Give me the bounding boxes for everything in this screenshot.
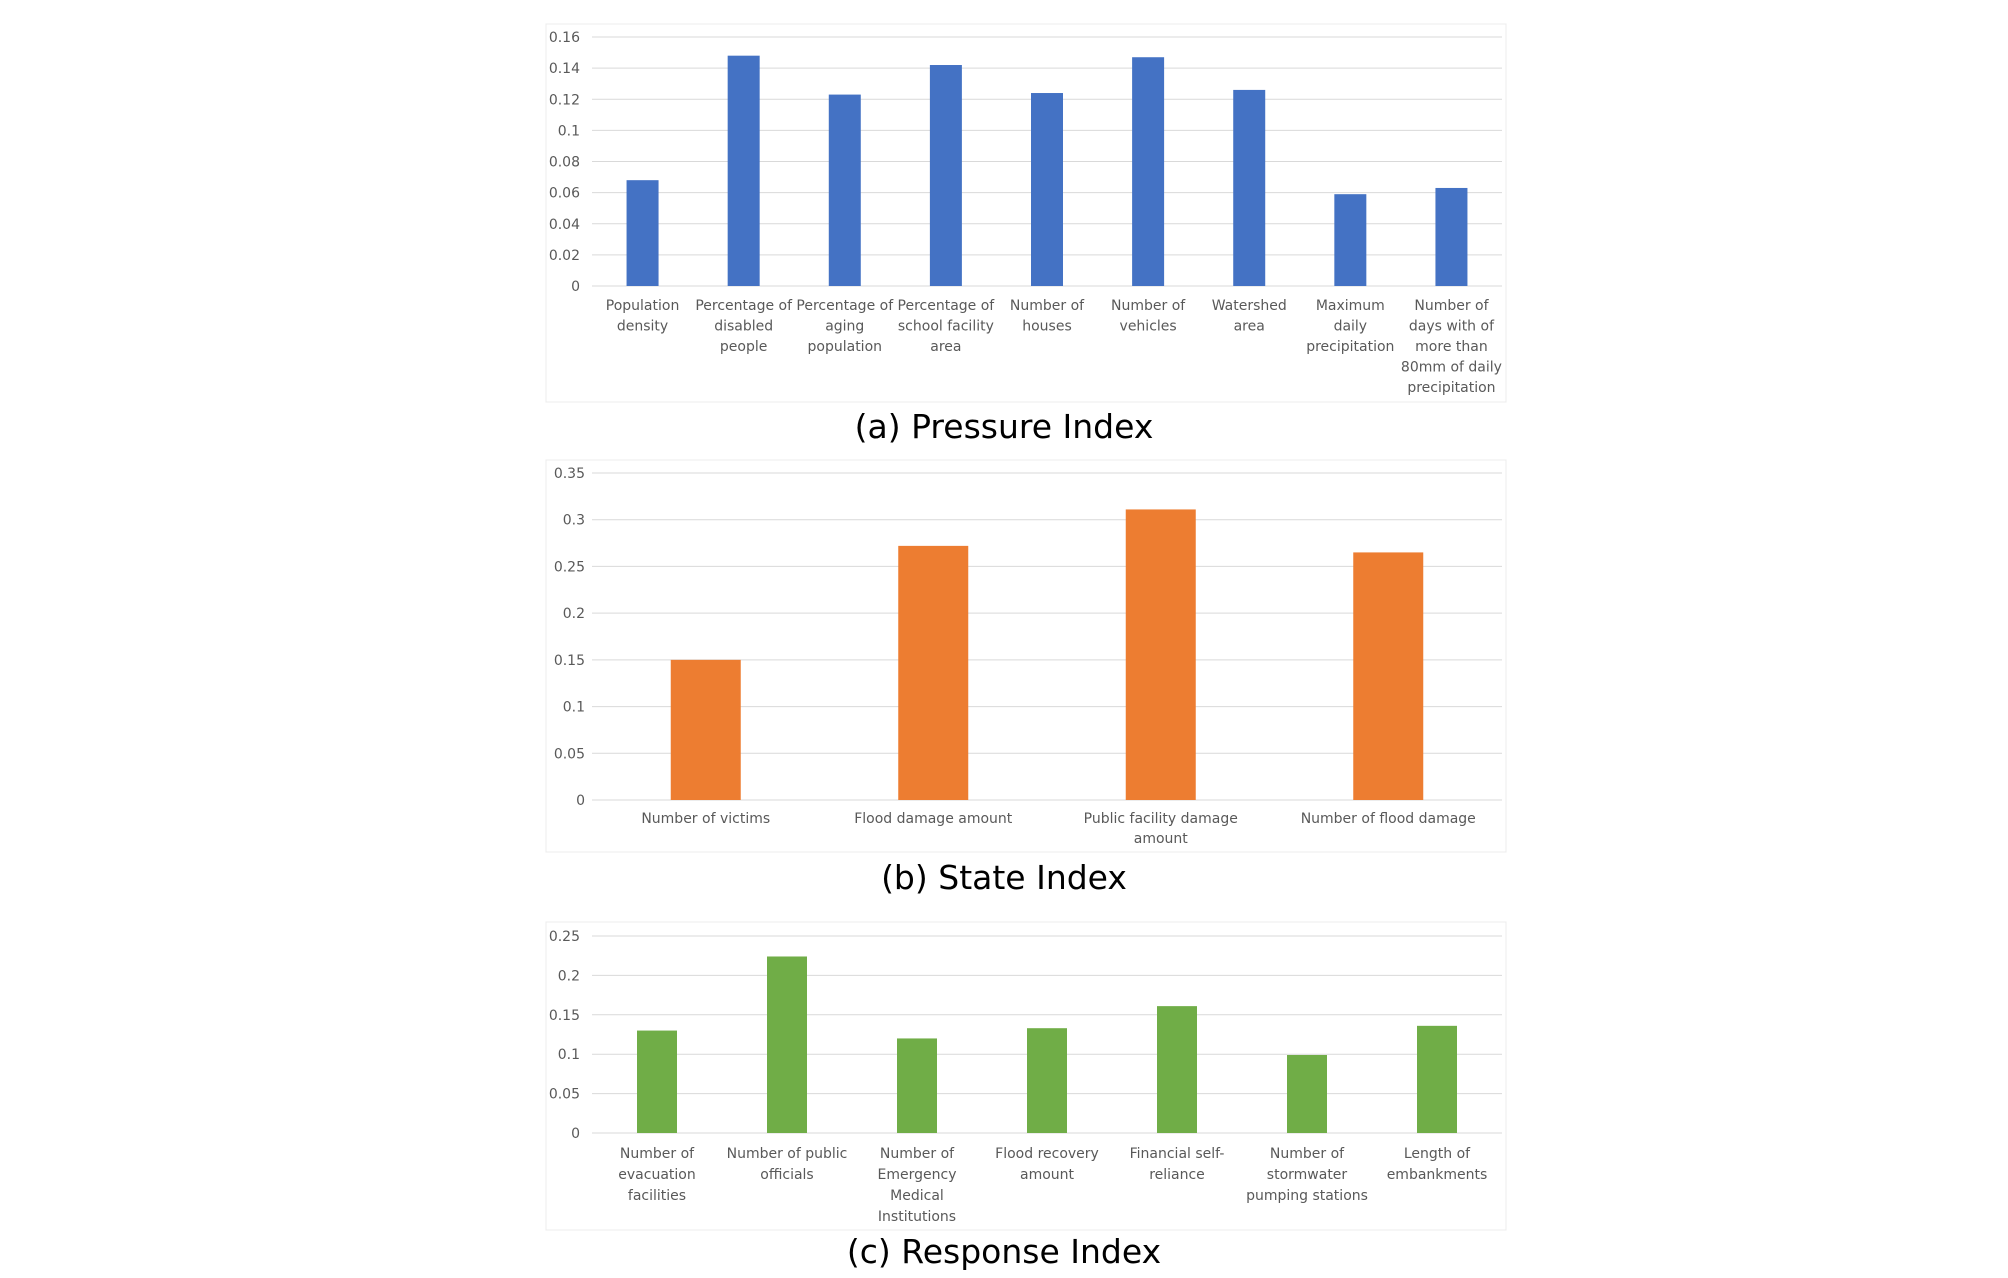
chart-state-ytick-label: 0.25 [554, 559, 585, 575]
caption-state-index: (b) State Index [881, 858, 1127, 897]
chart-pressure-ytick-label: 0.04 [549, 217, 580, 233]
chart-pressure-category-label: density [617, 319, 668, 335]
chart-pressure-ytick-label: 0 [571, 279, 580, 295]
chart-pressure-category-label: more than [1415, 339, 1488, 355]
chart-response-category-label: Number of [620, 1146, 695, 1162]
chart-pressure-bar [1132, 57, 1165, 287]
chart-state-ytick-label: 0.1 [563, 700, 585, 716]
chart-response-category-label: facilities [628, 1188, 686, 1204]
chart-pressure-category-label: Percentage of [898, 298, 996, 314]
chart-response-bar [1027, 1028, 1067, 1133]
chart-pressure-bar [1334, 194, 1367, 286]
chart-pressure-ytick-label: 0.12 [549, 92, 580, 108]
chart-state-bar [1125, 509, 1196, 800]
chart-pressure-ytick-label: 0.06 [549, 186, 580, 202]
chart-state-category-label: Flood damage amount [854, 811, 1013, 827]
chart-state-ytick-label: 0.3 [563, 513, 585, 529]
chart-state-frame [545, 459, 1507, 853]
chart-response-category-label: Length of [1404, 1146, 1471, 1162]
chart-pressure-category-label: days with of [1409, 319, 1495, 335]
chart-pressure-ytick-label: 0.16 [549, 30, 580, 46]
chart-response-category-label: Number of public [727, 1146, 848, 1162]
chart-response-category-label: evacuation [618, 1167, 695, 1183]
chart-response-category-label: Number of [1270, 1146, 1345, 1162]
caption-pressure-index: (a) Pressure Index [854, 407, 1154, 446]
chart-pressure-category-label: people [720, 339, 767, 355]
chart-state-ytick-label: 0.2 [563, 606, 585, 622]
chart-response-category-label: Financial self- [1130, 1146, 1225, 1162]
chart-response-category-label: Emergency [878, 1167, 957, 1183]
chart-response-ytick-label: 0.25 [549, 929, 580, 945]
chart-response-frame [545, 921, 1507, 1231]
chart-pressure-category-label: Percentage of [796, 298, 894, 314]
chart-response-category-label: reliance [1149, 1167, 1205, 1183]
chart-pressure-bar [626, 180, 659, 286]
chart-state-category-label: Number of flood damage [1301, 811, 1476, 827]
chart-pressure-category-label: Number of [1010, 298, 1085, 314]
chart-state-category-label: Public facility damage [1084, 811, 1238, 827]
chart-response-category-label: Number of [880, 1146, 955, 1162]
chart-pressure-category-label: precipitation [1407, 380, 1495, 396]
chart-state-category-label: amount [1134, 831, 1189, 847]
chart-response-bar [637, 1030, 677, 1133]
chart-response-category-label: Medical [890, 1188, 944, 1204]
chart-pressure-bar [1031, 93, 1063, 287]
chart-response-category-label: amount [1020, 1167, 1075, 1183]
chart-response-bar [1157, 1006, 1197, 1133]
chart-state-bar [1353, 552, 1424, 800]
chart-pressure-ytick-label: 0.1 [558, 123, 580, 139]
chart-pressure-bar [1233, 89, 1266, 286]
chart-pressure-ytick-label: 0.14 [549, 61, 580, 77]
chart-pressure-category-label: Number of [1414, 298, 1489, 314]
chart-response-ytick-label: 0.05 [549, 1087, 580, 1103]
chart-pressure-category-label: aging [825, 319, 864, 335]
chart-response-bar [1417, 1025, 1457, 1133]
chart-pressure-category-label: area [1234, 319, 1265, 335]
chart-state-ytick-label: 0.15 [554, 653, 585, 669]
chart-response-bar [1287, 1054, 1327, 1133]
chart-pressure-category-label: Maximum [1316, 298, 1385, 314]
chart-state-bar [670, 659, 741, 800]
chart-pressure-category-label: population [808, 339, 883, 355]
chart-pressure-category-label: houses [1022, 319, 1072, 335]
chart-state-category-label: Number of victims [641, 811, 770, 827]
chart-pressure-category-label: Watershed [1212, 298, 1287, 314]
chart-response-ytick-label: 0.15 [549, 1008, 580, 1024]
chart-pressure-category-label: Number of [1111, 298, 1186, 314]
chart-pressure-category-label: school facility [898, 319, 994, 335]
chart-pressure-ytick-label: 0.08 [549, 155, 580, 171]
chart-response-ytick-label: 0.2 [558, 968, 580, 984]
chart-response-category-label: stormwater [1267, 1167, 1348, 1183]
chart-state-ytick-label: 0.35 [554, 466, 585, 482]
chart-pressure-category-label: Percentage of [695, 298, 793, 314]
chart-response-category-label: officials [760, 1167, 813, 1183]
chart-response-category-label: pumping stations [1246, 1188, 1368, 1204]
chart-response-category-label: embankments [1387, 1167, 1488, 1183]
chart-response-bar [897, 1038, 937, 1133]
chart-response-ytick-label: 0 [571, 1126, 580, 1142]
chart-response-category-label: Institutions [878, 1209, 956, 1225]
chart-pressure-category-label: disabled [714, 319, 773, 335]
chart-response-category-label: Flood recovery [995, 1146, 1099, 1162]
chart-pressure-ytick-label: 0.02 [549, 248, 580, 264]
chart-pressure-bar [828, 94, 861, 286]
chart-pressure-category-label: vehicles [1120, 319, 1177, 335]
chart-pressure-bar [1435, 187, 1468, 286]
chart-pressure-category-label: precipitation [1306, 339, 1394, 355]
chart-response-bar [767, 956, 807, 1133]
chart-pressure-bar [727, 55, 760, 286]
chart-pressure-category-label: area [930, 339, 961, 355]
chart-pressure-category-label: Population [606, 298, 680, 314]
chart-pressure-category-label: 80mm of daily [1401, 360, 1502, 376]
chart-state-ytick-label: 0.05 [554, 746, 585, 762]
chart-pressure-frame [545, 23, 1507, 403]
chart-response-ytick-label: 0.1 [558, 1047, 580, 1063]
chart-state-bar [898, 545, 969, 800]
chart-pressure-category-label: daily [1334, 319, 1368, 335]
chart-pressure-bar [929, 65, 962, 286]
chart-state-ytick-label: 0 [576, 793, 585, 809]
caption-response-index: (c) Response Index [846, 1232, 1162, 1271]
